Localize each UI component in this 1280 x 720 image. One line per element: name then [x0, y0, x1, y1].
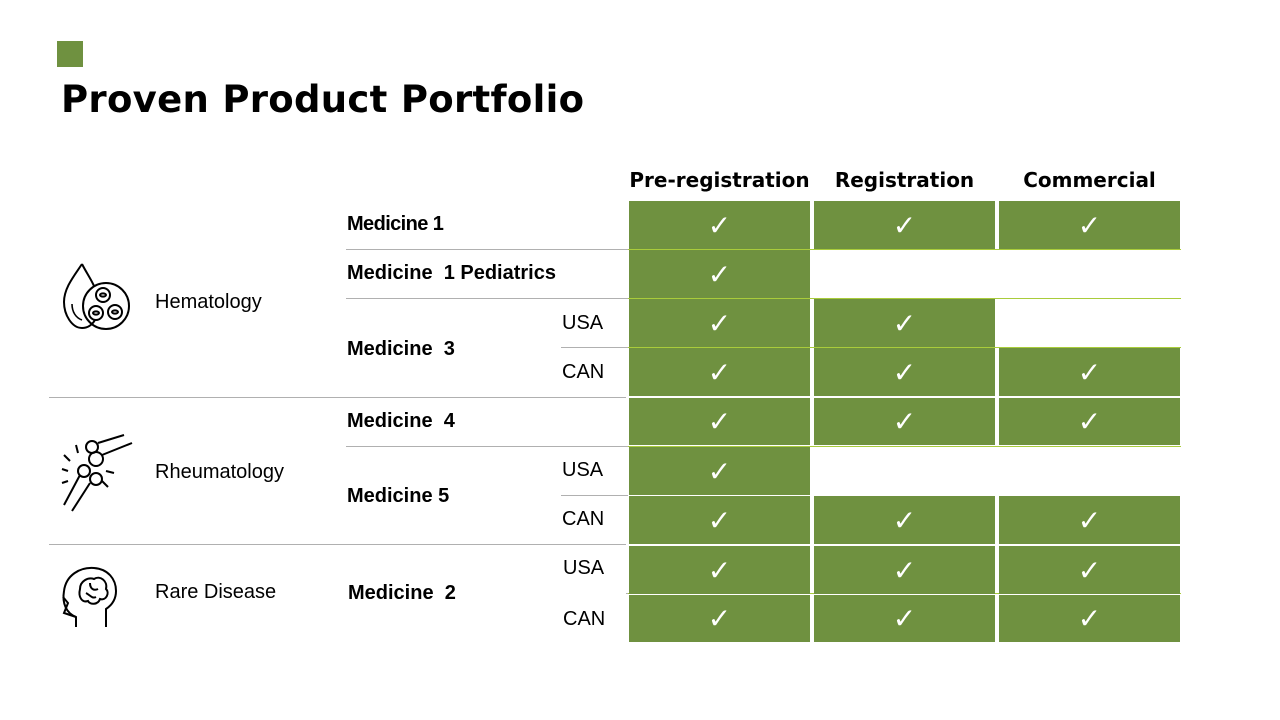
area-label-hematology: Hematology [155, 291, 262, 313]
stage-cell-commercial: ✓ [999, 398, 1180, 445]
column-header-registration: Registration [834, 168, 975, 192]
checkmark-icon: ✓ [1077, 208, 1102, 242]
checkmark-icon: ✓ [1077, 553, 1102, 587]
grid-line [628, 249, 1181, 250]
checkmark-icon: ✓ [707, 355, 732, 389]
area-label-rheumatology: Rheumatology [155, 461, 284, 483]
medicine-label-5: Medicine 5 [347, 485, 450, 507]
stage-cell-commercial: ✓ [999, 348, 1180, 396]
row-divider [346, 298, 628, 299]
checkmark-icon: ✓ [892, 503, 917, 537]
brain-head-icon [60, 565, 120, 634]
stage-cell-registration: ✓ [814, 496, 995, 544]
stage-cell-pre-registration: ✓ [629, 595, 810, 642]
area-label-rare-disease: Rare Disease [155, 581, 277, 603]
row-divider [346, 249, 628, 250]
section-divider [49, 397, 626, 398]
checkmark-icon: ✓ [707, 257, 732, 291]
stage-cell-registration: ✓ [814, 299, 995, 347]
accent-square [57, 41, 83, 67]
stage-cell-pre-registration: ✓ [629, 201, 810, 249]
stage-cell-registration: ✓ [814, 595, 995, 642]
grid-line [628, 298, 1181, 299]
checkmark-icon: ✓ [707, 208, 732, 242]
stage-cell-commercial: ✓ [999, 496, 1180, 544]
checkmark-icon: ✓ [707, 503, 732, 537]
slide-title: Proven Product Portfolio [61, 78, 585, 121]
checkmark-icon: ✓ [892, 553, 917, 587]
region-label-can: CAN [562, 361, 605, 383]
medicine-label-1-pediatrics: Medicine 1 Pediatrics [347, 262, 556, 284]
blood-cells-icon [60, 262, 132, 339]
column-header-pre-registration: Pre-registration [629, 168, 810, 192]
checkmark-icon: ✓ [1077, 602, 1102, 635]
section-divider [49, 544, 626, 545]
grid-line [628, 446, 1181, 447]
checkmark-icon: ✓ [892, 208, 917, 242]
medicine-label-3: Medicine 3 [347, 338, 455, 360]
medicine-label-2: Medicine 2 [348, 582, 456, 604]
row-divider [561, 495, 628, 496]
column-header-commercial: Commercial [1023, 168, 1156, 192]
stage-cell-pre-registration: ✓ [629, 546, 810, 594]
row-divider [346, 446, 628, 447]
checkmark-icon: ✓ [707, 405, 732, 438]
stage-cell-registration: ✓ [814, 398, 995, 445]
region-label-can: CAN [562, 508, 605, 530]
region-label-usa: USA [563, 557, 605, 579]
stage-cell-registration: ✓ [814, 546, 995, 594]
joint-pain-icon [58, 433, 138, 518]
checkmark-icon: ✓ [707, 553, 732, 587]
grid-line [628, 347, 1181, 348]
checkmark-icon: ✓ [892, 306, 917, 340]
medicine-label-1: Medicine 1 [347, 213, 444, 235]
checkmark-icon: ✓ [707, 602, 732, 635]
checkmark-icon: ✓ [1077, 355, 1102, 389]
medicine-label-4: Medicine 4 [347, 410, 455, 432]
checkmark-icon: ✓ [892, 602, 917, 635]
stage-cell-commercial: ✓ [999, 546, 1180, 594]
stage-cell-pre-registration: ✓ [629, 496, 810, 544]
checkmark-icon: ✓ [892, 405, 917, 438]
stage-cell-pre-registration: ✓ [629, 348, 810, 396]
region-label-usa: USA [562, 459, 604, 481]
checkmark-icon: ✓ [1077, 405, 1102, 438]
region-label-can: CAN [563, 608, 606, 630]
stage-cell-commercial: ✓ [999, 595, 1180, 642]
stage-cell-pre-registration: ✓ [629, 447, 810, 495]
stage-cell-pre-registration: ✓ [629, 299, 810, 347]
stage-cell-pre-registration: ✓ [629, 398, 810, 445]
stage-cell-registration: ✓ [814, 348, 995, 396]
checkmark-icon: ✓ [892, 355, 917, 389]
stage-cell-commercial: ✓ [999, 201, 1180, 249]
stage-cell-pre-registration: ✓ [629, 250, 810, 298]
region-label-usa: USA [562, 312, 604, 334]
checkmark-icon: ✓ [707, 454, 732, 488]
checkmark-icon: ✓ [707, 306, 732, 340]
row-divider [561, 347, 628, 348]
checkmark-icon: ✓ [1077, 503, 1102, 537]
stage-cell-registration: ✓ [814, 201, 995, 249]
